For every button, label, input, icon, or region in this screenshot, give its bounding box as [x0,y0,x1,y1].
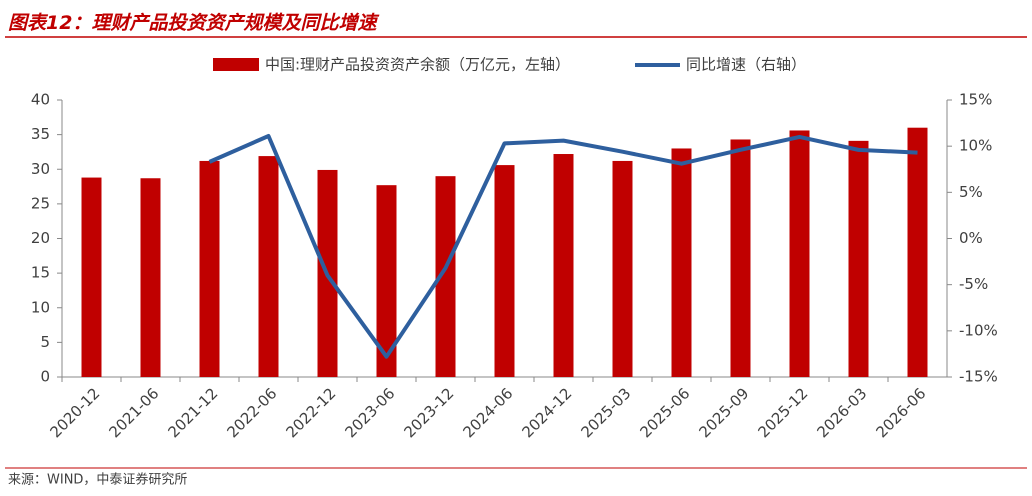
bar [140,178,161,377]
bar [612,160,633,377]
x-tick-label: 2026-03 [813,384,870,441]
y2-tick-label: -15% [959,368,998,386]
y2-tick-label: 15% [959,91,992,109]
legend-swatch [213,58,259,71]
x-tick-label: 2024-12 [518,384,575,441]
x-tick-label: 2020-12 [46,384,103,441]
y-tick-label: 25 [31,194,50,212]
y-tick-label: 15 [31,264,50,282]
y2-tick-label: -10% [959,321,998,339]
bar [81,177,102,377]
x-tick-label: 2023-06 [341,384,398,441]
legend-label: 同比增速（右轴） [686,56,806,74]
x-tick-label: 2026-06 [872,384,929,441]
y2-tick-label: 10% [959,137,992,155]
x-tick-label: 2024-06 [459,384,516,441]
x-tick-label: 2022-12 [282,384,339,441]
y-tick-label: 30 [31,160,50,178]
bar [435,176,456,377]
bar [494,165,515,377]
y2-tick-label: 0% [959,229,983,247]
y-tick-label: 40 [31,91,50,109]
line [208,134,918,359]
chart-title: 图表12：理财产品投资资产规模及同比增速 [8,12,379,34]
y-tick-label: 20 [31,229,50,247]
x-tick-label: 2023-12 [400,384,457,441]
bar [730,139,751,377]
legend: 中国:理财产品投资资产余额（万亿元，左轴） 同比增速（右轴） [213,56,806,74]
bar [848,140,869,377]
bar [907,127,928,377]
x-tick-label: 2025-03 [577,384,634,441]
bar [553,154,574,377]
bar [258,156,279,377]
x-tick-label: 2022-06 [223,384,280,441]
source: 来源：WIND，中泰证券研究所 [8,472,187,488]
bar [199,160,220,377]
bar [789,130,810,377]
x-tick-label: 2021-12 [164,384,221,441]
legend-label: 中国:理财产品投资资产余额（万亿元，左轴） [265,56,570,74]
bar [376,185,397,377]
x-tick-label: 2025-12 [754,384,811,441]
y-tick-label: 5 [40,333,50,351]
y-tick-label: 0 [40,368,50,386]
y2-tick-label: 5% [959,183,983,201]
y-tick-label: 10 [31,298,50,316]
x-tick-label: 2025-06 [636,384,693,441]
bar [671,148,692,377]
y2-tick-label: -5% [959,275,988,293]
x-tick-label: 2021-06 [105,384,162,441]
x-tick-label: 2025-09 [695,384,752,441]
y-tick-label: 35 [31,125,50,143]
